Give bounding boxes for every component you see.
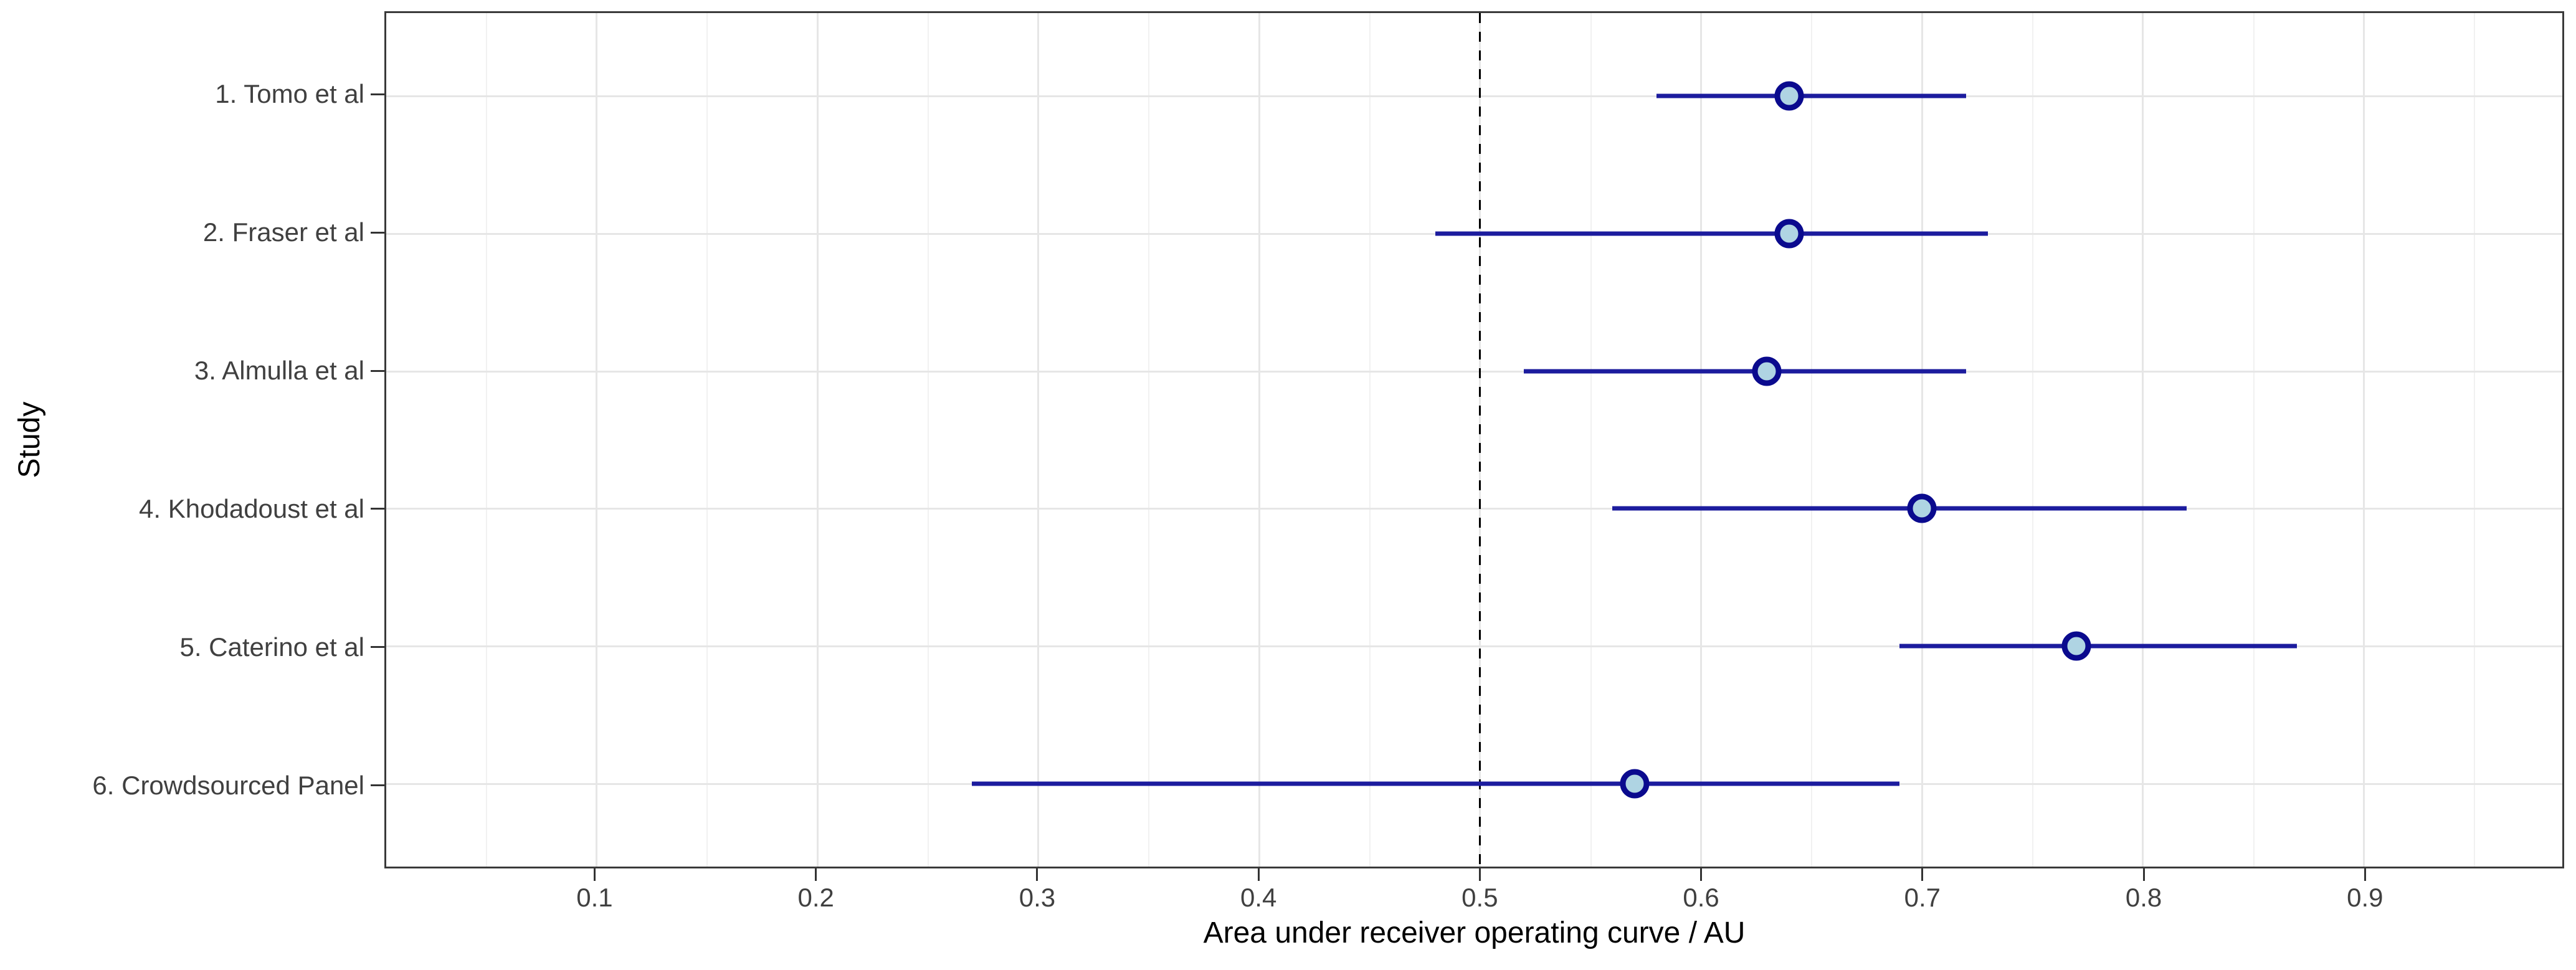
x-axis-tick — [1700, 868, 1703, 881]
gridline-minor-vertical — [2032, 13, 2033, 867]
y-tick-label: 1. Tomo et al — [215, 79, 364, 109]
gridline-minor-vertical — [485, 13, 487, 867]
x-axis-tick — [1257, 868, 1260, 881]
x-axis-title: Area under receiver operating curve / AU — [1203, 916, 1746, 949]
gridline-major-horizontal — [386, 508, 2562, 510]
gridline-major-vertical — [595, 13, 597, 867]
x-tick-label: 0.6 — [1683, 883, 1719, 912]
x-axis-tick — [1921, 868, 1924, 881]
x-tick-label: 0.2 — [797, 883, 834, 912]
confidence-interval-line — [1435, 231, 1988, 236]
x-axis-tick — [815, 868, 817, 881]
point-marker — [1752, 356, 1782, 386]
gridline-minor-vertical — [927, 13, 929, 867]
gridline-major-vertical — [1258, 13, 1260, 867]
gridline-minor-vertical — [1811, 13, 1813, 867]
confidence-interval-line — [1656, 93, 1966, 98]
x-axis-tick — [593, 868, 596, 881]
x-axis-tick — [2364, 868, 2366, 881]
point-marker — [1907, 493, 1937, 523]
gridline-minor-vertical — [2253, 13, 2255, 867]
gridline-minor-vertical — [706, 13, 708, 867]
gridline-major-vertical — [816, 13, 819, 867]
y-tick-label: 3. Almulla et al — [194, 356, 364, 386]
x-tick-label: 0.4 — [1240, 883, 1277, 912]
y-tick-label: 5. Caterino et al — [179, 632, 364, 662]
y-axis-tick — [371, 369, 384, 372]
x-tick-label: 0.7 — [1904, 883, 1941, 912]
gridline-major-vertical — [1921, 13, 1923, 867]
x-axis-tick — [1036, 868, 1038, 881]
gridline-major-horizontal — [386, 370, 2562, 373]
plot-panel — [384, 11, 2564, 868]
gridline-minor-vertical — [1590, 13, 1592, 867]
confidence-interval-line — [1612, 506, 2187, 511]
y-tick-label: 2. Fraser et al — [202, 217, 364, 247]
gridline-major-vertical — [2362, 13, 2365, 867]
confidence-interval-line — [1899, 644, 2298, 649]
x-tick-label: 0.3 — [1019, 883, 1056, 912]
x-tick-label: 0.1 — [576, 883, 613, 912]
x-tick-label: 0.5 — [1461, 883, 1498, 912]
point-marker — [2061, 631, 2091, 661]
gridline-major-horizontal — [386, 645, 2562, 648]
y-axis-tick — [371, 784, 384, 787]
gridline-major-vertical — [2142, 13, 2144, 867]
y-axis-tick — [371, 646, 384, 649]
point-marker — [1774, 219, 1804, 249]
gridline-minor-vertical — [1369, 13, 1371, 867]
gridline-major-vertical — [1037, 13, 1040, 867]
x-axis-tick — [1478, 868, 1481, 881]
confidence-interval-line — [1524, 369, 1966, 374]
y-axis-tick — [371, 231, 384, 234]
gridline-major-horizontal — [386, 95, 2562, 97]
y-tick-label: 4. Khodadoust et al — [139, 493, 364, 523]
y-axis-tick — [371, 93, 384, 95]
y-axis-tick — [371, 508, 384, 510]
gridline-minor-vertical — [1148, 13, 1150, 867]
y-tick-label: 6. Crowdsourced Panel — [92, 770, 364, 800]
point-marker — [1620, 769, 1650, 799]
x-tick-label: 0.9 — [2347, 883, 2384, 912]
y-axis-title: Study — [13, 401, 46, 478]
gridline-minor-vertical — [2474, 13, 2476, 867]
reference-line — [1479, 13, 1481, 867]
gridline-major-vertical — [1699, 13, 1702, 867]
confidence-interval-line — [971, 781, 1900, 786]
x-tick-label: 0.8 — [2125, 883, 2162, 912]
point-marker — [1774, 81, 1804, 111]
x-axis-tick — [2142, 868, 2145, 881]
